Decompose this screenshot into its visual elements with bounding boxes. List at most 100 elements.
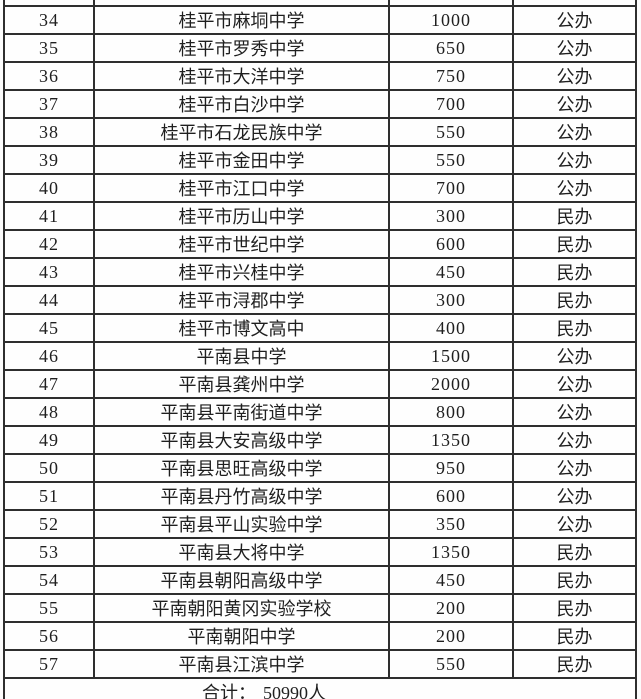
row-number-cell: 43 — [3, 257, 95, 287]
school-type-cell: 公办 — [512, 5, 637, 35]
school-name-cell: 平南朝阳中学 — [93, 621, 390, 651]
school-name-cell: 桂平市博文高中 — [93, 313, 390, 343]
school-name-cell: 桂平市罗秀中学 — [93, 33, 390, 63]
school-type-cell: 民办 — [512, 593, 637, 623]
school-type-cell: 民办 — [512, 285, 637, 315]
school-type-cell: 公办 — [512, 397, 637, 427]
row-number-cell: 53 — [3, 537, 95, 567]
school-name-cell: 桂平市石龙民族中学 — [93, 117, 390, 147]
total-label: 合计： — [202, 683, 256, 699]
quota-cell: 650 — [388, 33, 514, 63]
school-name-cell: 平南县大将中学 — [93, 537, 390, 567]
school-type-cell: 公办 — [512, 173, 637, 203]
quota-cell: 550 — [388, 145, 514, 175]
row-number-cell: 56 — [3, 621, 95, 651]
school-type-cell: 民办 — [512, 201, 637, 231]
table-row: 38 桂平市石龙民族中学 550 公办 — [3, 117, 637, 147]
total-value: 50990人 — [263, 683, 326, 699]
quota-cell: 300 — [388, 285, 514, 315]
school-name-cell: 桂平市金田中学 — [93, 145, 390, 175]
row-number-cell: 47 — [3, 369, 95, 399]
school-type-cell: 民办 — [512, 621, 637, 651]
school-type-cell: 公办 — [512, 117, 637, 147]
quota-cell: 750 — [388, 61, 514, 91]
row-number-cell: 54 — [3, 565, 95, 595]
school-type-cell: 公办 — [512, 369, 637, 399]
table-row: 51 平南县丹竹高级中学 600 公办 — [3, 481, 637, 511]
school-type-cell: 民办 — [512, 537, 637, 567]
row-number-cell: 50 — [3, 453, 95, 483]
row-number-cell: 52 — [3, 509, 95, 539]
row-number-cell: 45 — [3, 313, 95, 343]
school-type-cell: 民办 — [512, 229, 637, 259]
table-row: 39 桂平市金田中学 550 公办 — [3, 145, 637, 175]
quota-cell: 1000 — [388, 5, 514, 35]
cut-off-cell — [93, 0, 390, 7]
table-row: 37 桂平市白沙中学 700 公办 — [3, 89, 637, 119]
school-type-cell: 公办 — [512, 481, 637, 511]
school-name-cell: 平南县大安高级中学 — [93, 425, 390, 455]
quota-cell: 300 — [388, 201, 514, 231]
school-name-cell: 平南县平山实验中学 — [93, 509, 390, 539]
school-type-cell: 公办 — [512, 453, 637, 483]
table-row: 36 桂平市大洋中学 750 公办 — [3, 61, 637, 91]
table-row: 46 平南县中学 1500 公办 — [3, 341, 637, 371]
table-row: 44 桂平市浔郡中学 300 民办 — [3, 285, 637, 315]
school-name-cell: 桂平市大洋中学 — [93, 61, 390, 91]
row-number-cell: 42 — [3, 229, 95, 259]
row-number-cell: 44 — [3, 285, 95, 315]
row-number-cell: 57 — [3, 649, 95, 679]
table-row: 40 桂平市江口中学 700 公办 — [3, 173, 637, 203]
school-type-cell: 公办 — [512, 61, 637, 91]
quota-cell: 550 — [388, 649, 514, 679]
quota-cell: 450 — [388, 257, 514, 287]
cut-off-cell — [388, 0, 514, 7]
cut-off-cell — [512, 0, 637, 7]
row-number-cell: 40 — [3, 173, 95, 203]
row-number-cell: 46 — [3, 341, 95, 371]
quota-cell: 400 — [388, 313, 514, 343]
quota-cell: 1350 — [388, 537, 514, 567]
quota-cell: 600 — [388, 481, 514, 511]
school-type-cell: 公办 — [512, 89, 637, 119]
table-row: 54 平南县朝阳高级中学 450 民办 — [3, 565, 637, 595]
row-number-cell: 55 — [3, 593, 95, 623]
table-row: 35 桂平市罗秀中学 650 公办 — [3, 33, 637, 63]
table-row: 47 平南县龚州中学 2000 公办 — [3, 369, 637, 399]
school-name-cell: 平南朝阳黄冈实验学校 — [93, 593, 390, 623]
quota-cell: 550 — [388, 117, 514, 147]
quota-cell: 700 — [388, 89, 514, 119]
table-row: 52 平南县平山实验中学 350 公办 — [3, 509, 637, 539]
table-row: 45 桂平市博文高中 400 民办 — [3, 313, 637, 343]
school-name-cell: 平南县思旺高级中学 — [93, 453, 390, 483]
quota-cell: 200 — [388, 621, 514, 651]
table-row: 55 平南朝阳黄冈实验学校 200 民办 — [3, 593, 637, 623]
table-row: 43 桂平市兴桂中学 450 民办 — [3, 257, 637, 287]
school-name-cell: 桂平市世纪中学 — [93, 229, 390, 259]
cut-off-row — [3, 0, 637, 7]
table-row: 53 平南县大将中学 1350 民办 — [3, 537, 637, 567]
cut-off-cell — [3, 0, 95, 7]
table-row: 56 平南朝阳中学 200 民办 — [3, 621, 637, 651]
row-number-cell: 48 — [3, 397, 95, 427]
row-number-cell: 34 — [3, 5, 95, 35]
quota-cell: 450 — [388, 565, 514, 595]
school-type-cell: 民办 — [512, 313, 637, 343]
school-type-cell: 公办 — [512, 145, 637, 175]
school-name-cell: 平南县丹竹高级中学 — [93, 481, 390, 511]
total-cell: 合计： 50990人 — [3, 677, 637, 699]
school-name-cell: 平南县江滨中学 — [93, 649, 390, 679]
school-name-cell: 桂平市江口中学 — [93, 173, 390, 203]
row-number-cell: 49 — [3, 425, 95, 455]
school-name-cell: 桂平市麻垌中学 — [93, 5, 390, 35]
table-row: 50 平南县思旺高级中学 950 公办 — [3, 453, 637, 483]
row-number-cell: 38 — [3, 117, 95, 147]
quota-cell: 1350 — [388, 425, 514, 455]
school-name-cell: 平南县朝阳高级中学 — [93, 565, 390, 595]
school-type-cell: 公办 — [512, 33, 637, 63]
school-name-cell: 桂平市兴桂中学 — [93, 257, 390, 287]
row-number-cell: 37 — [3, 89, 95, 119]
school-name-cell: 平南县龚州中学 — [93, 369, 390, 399]
row-number-cell: 36 — [3, 61, 95, 91]
